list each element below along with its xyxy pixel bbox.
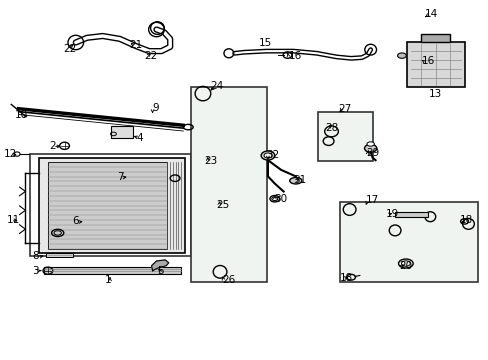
- Text: 15: 15: [259, 38, 272, 48]
- Text: 8: 8: [32, 251, 39, 261]
- Text: 1: 1: [105, 275, 112, 285]
- Text: 3: 3: [32, 266, 39, 276]
- Text: 16: 16: [288, 51, 301, 61]
- Text: 22: 22: [144, 51, 157, 61]
- Text: 26: 26: [222, 275, 235, 285]
- Text: 28: 28: [325, 123, 338, 133]
- Bar: [46, 253, 73, 257]
- Text: 17: 17: [365, 195, 378, 205]
- Text: 21: 21: [129, 40, 142, 50]
- Text: 2: 2: [49, 141, 56, 151]
- Text: 16: 16: [421, 56, 434, 66]
- Text: 23: 23: [204, 156, 217, 166]
- Text: 31: 31: [293, 175, 306, 185]
- Ellipse shape: [271, 197, 277, 201]
- Ellipse shape: [366, 142, 374, 146]
- Bar: [420, 34, 449, 42]
- Text: 25: 25: [216, 200, 229, 210]
- Ellipse shape: [261, 151, 274, 160]
- Bar: [44, 267, 181, 274]
- Ellipse shape: [364, 144, 376, 152]
- Text: 14: 14: [424, 9, 437, 19]
- Text: 19: 19: [386, 209, 399, 219]
- Bar: [406, 42, 464, 87]
- Ellipse shape: [289, 177, 302, 184]
- Text: 24: 24: [210, 81, 223, 91]
- Ellipse shape: [264, 153, 271, 158]
- Text: 27: 27: [338, 104, 351, 114]
- Text: 9: 9: [152, 103, 159, 113]
- Text: 18: 18: [339, 273, 352, 283]
- Bar: [39, 158, 184, 253]
- Bar: [394, 212, 427, 217]
- Bar: [317, 112, 372, 161]
- Bar: [111, 126, 133, 138]
- Text: 4: 4: [136, 132, 142, 143]
- Bar: [30, 154, 190, 256]
- Bar: [190, 87, 266, 282]
- Bar: [48, 162, 166, 249]
- Text: 29: 29: [365, 148, 378, 158]
- Text: 5: 5: [157, 266, 164, 276]
- Ellipse shape: [397, 53, 406, 58]
- Ellipse shape: [269, 195, 279, 202]
- Text: 20: 20: [398, 261, 411, 271]
- Text: 32: 32: [266, 150, 279, 160]
- Text: 18: 18: [459, 215, 472, 225]
- Bar: [339, 202, 477, 282]
- Text: 12: 12: [4, 149, 17, 159]
- Polygon shape: [151, 260, 168, 271]
- Text: 13: 13: [428, 89, 441, 99]
- Text: 11: 11: [6, 215, 20, 225]
- Text: 30: 30: [273, 194, 286, 204]
- Text: 10: 10: [15, 110, 28, 120]
- Text: 22: 22: [63, 44, 77, 54]
- Text: 7: 7: [117, 172, 124, 182]
- Text: 6: 6: [72, 216, 79, 226]
